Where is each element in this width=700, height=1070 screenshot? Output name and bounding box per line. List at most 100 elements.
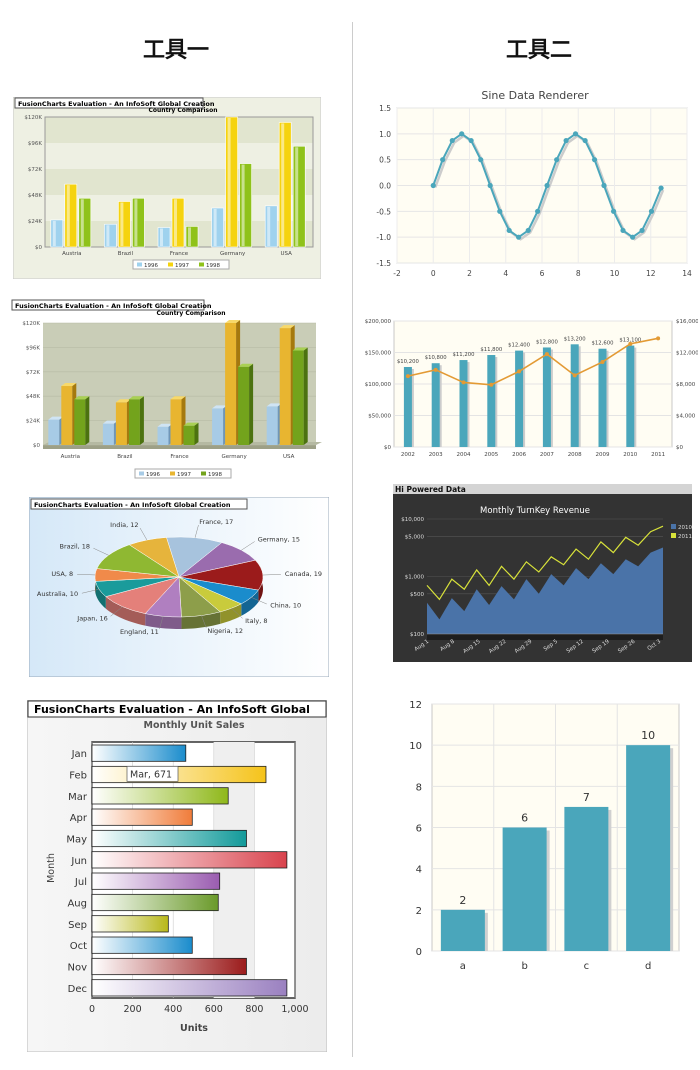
- bar-top: [279, 325, 295, 329]
- bar-1997-Brazil: [115, 402, 127, 445]
- chart-title: Sine Data Renderer: [481, 89, 589, 102]
- y-tick-label: $10,000: [401, 517, 424, 523]
- y-tick-label: $0: [35, 245, 42, 251]
- x-tick-label: 2011: [651, 452, 665, 458]
- sine-point: [468, 137, 474, 144]
- x-tick-label: 2005: [484, 452, 498, 458]
- bar-shine: [120, 202, 124, 246]
- bar-nov: [91, 957, 247, 976]
- bar-2008: [570, 344, 579, 447]
- bar-1997-France: [170, 399, 182, 445]
- y-tick-label: Oct: [70, 941, 87, 952]
- y-tick-label: $200,000: [365, 319, 392, 325]
- sine-point: [516, 234, 522, 240]
- bar-top: [48, 416, 64, 420]
- legend-swatch: [137, 262, 142, 267]
- x-tick-label: USA: [283, 454, 295, 460]
- bar-side: [303, 347, 308, 445]
- bar-shine: [188, 227, 191, 246]
- y-tick-label: 0.0: [379, 182, 391, 191]
- line-point: [628, 341, 633, 346]
- bar-1997-Germany: [225, 323, 237, 445]
- tooltip-text: Mar, 671: [130, 769, 172, 780]
- legend-box: [132, 259, 230, 270]
- bar-1998-France: [185, 226, 199, 248]
- sine-point: [658, 185, 664, 191]
- bar-top: [212, 405, 228, 409]
- pie-slice-label: Nigeria, 12: [207, 627, 243, 635]
- x-tick-label: 2010: [623, 452, 637, 458]
- chart-caption: FusionCharts Evaluation - An InfoSoft Gl…: [15, 302, 212, 310]
- pie-label-line: [93, 547, 109, 556]
- bar-side: [249, 363, 254, 445]
- x-tick-label: France: [170, 454, 189, 460]
- abcd-bar-chart: 0 2 4 6 8 10 12 2 a 6 b 7 c 10 d: [409, 700, 680, 972]
- legend-label: 2010: [678, 525, 692, 531]
- sine-point: [449, 137, 455, 144]
- sine-point: [525, 227, 531, 234]
- bar-c: [564, 806, 609, 951]
- grid-band: [213, 742, 255, 998]
- bar-oct: [91, 936, 193, 954]
- y-tick-label: $72K: [26, 370, 40, 376]
- pie-slice-side: [241, 590, 259, 616]
- bar-d: [626, 745, 671, 951]
- bar-top: [102, 420, 118, 424]
- column-divider: [352, 22, 353, 1057]
- bar-value-label: $10,200: [397, 359, 420, 365]
- y-tick-label: -0.5: [376, 207, 391, 216]
- line-point: [517, 369, 522, 374]
- bar-side: [194, 422, 199, 445]
- pie-label-line: [241, 541, 255, 551]
- country-comparison-3d-chart: FusionCharts Evaluation - An InfoSoft Gl…: [11, 299, 325, 484]
- grid-band: [45, 117, 313, 143]
- legend-swatch: [170, 471, 175, 476]
- x-tick-label: 200: [124, 1004, 142, 1015]
- bar-shine: [160, 228, 163, 246]
- bar-shine: [227, 118, 231, 246]
- pie-slice-label: Italy, 8: [245, 617, 267, 625]
- line-point: [544, 352, 549, 357]
- pie-slice-label: China, 10: [270, 602, 301, 610]
- sine-point: [610, 208, 617, 214]
- y-tick-label: $96K: [28, 141, 42, 147]
- x-tick-label: 2: [467, 269, 472, 278]
- bar-shine: [267, 206, 271, 246]
- legend-label: 1997: [175, 263, 189, 269]
- bar-apr: [91, 808, 193, 826]
- area-series-2010: [427, 547, 663, 634]
- x-tick-label: 12: [646, 269, 656, 278]
- bar-1998-Austria: [74, 399, 86, 445]
- y-tick-label: $500: [410, 592, 424, 598]
- bar-1996-Austria: [50, 219, 64, 248]
- bar-side: [85, 396, 90, 445]
- x-tick-label: b: [521, 961, 527, 972]
- x-tick-label: Germany: [221, 454, 247, 460]
- bar-value-label: $10,800: [425, 355, 448, 361]
- pie-label-line: [110, 606, 123, 617]
- bar-top: [74, 396, 90, 400]
- x-tick-label: 6: [540, 269, 545, 278]
- y-tick-label: Jun: [70, 856, 87, 867]
- bar-1998-Germany: [238, 366, 250, 445]
- bar-top: [157, 423, 173, 427]
- bar-value-label: $12,400: [508, 343, 531, 349]
- y-tick-label: $0: [384, 445, 391, 451]
- y-tick-label: May: [66, 835, 87, 846]
- sine-point: [572, 131, 579, 137]
- sine-point: [563, 137, 569, 144]
- y-tick-label: $100: [410, 632, 424, 638]
- x-tick-label: 2008: [568, 452, 582, 458]
- pie-slice-label: India, 12: [110, 521, 138, 529]
- bar-1997-Germany: [225, 116, 238, 248]
- legend-swatch: [201, 471, 206, 476]
- y-tick-label: $24K: [26, 419, 40, 425]
- bar-top: [115, 399, 131, 403]
- sine-point: [601, 182, 607, 189]
- bar-1997-Austria: [61, 386, 73, 445]
- pie-slice-canada: [178, 559, 264, 591]
- x-tick-label: 2003: [429, 452, 443, 458]
- bar-value-label: $12,600: [592, 341, 615, 347]
- sine-point: [487, 182, 493, 189]
- sine-point: [591, 157, 598, 163]
